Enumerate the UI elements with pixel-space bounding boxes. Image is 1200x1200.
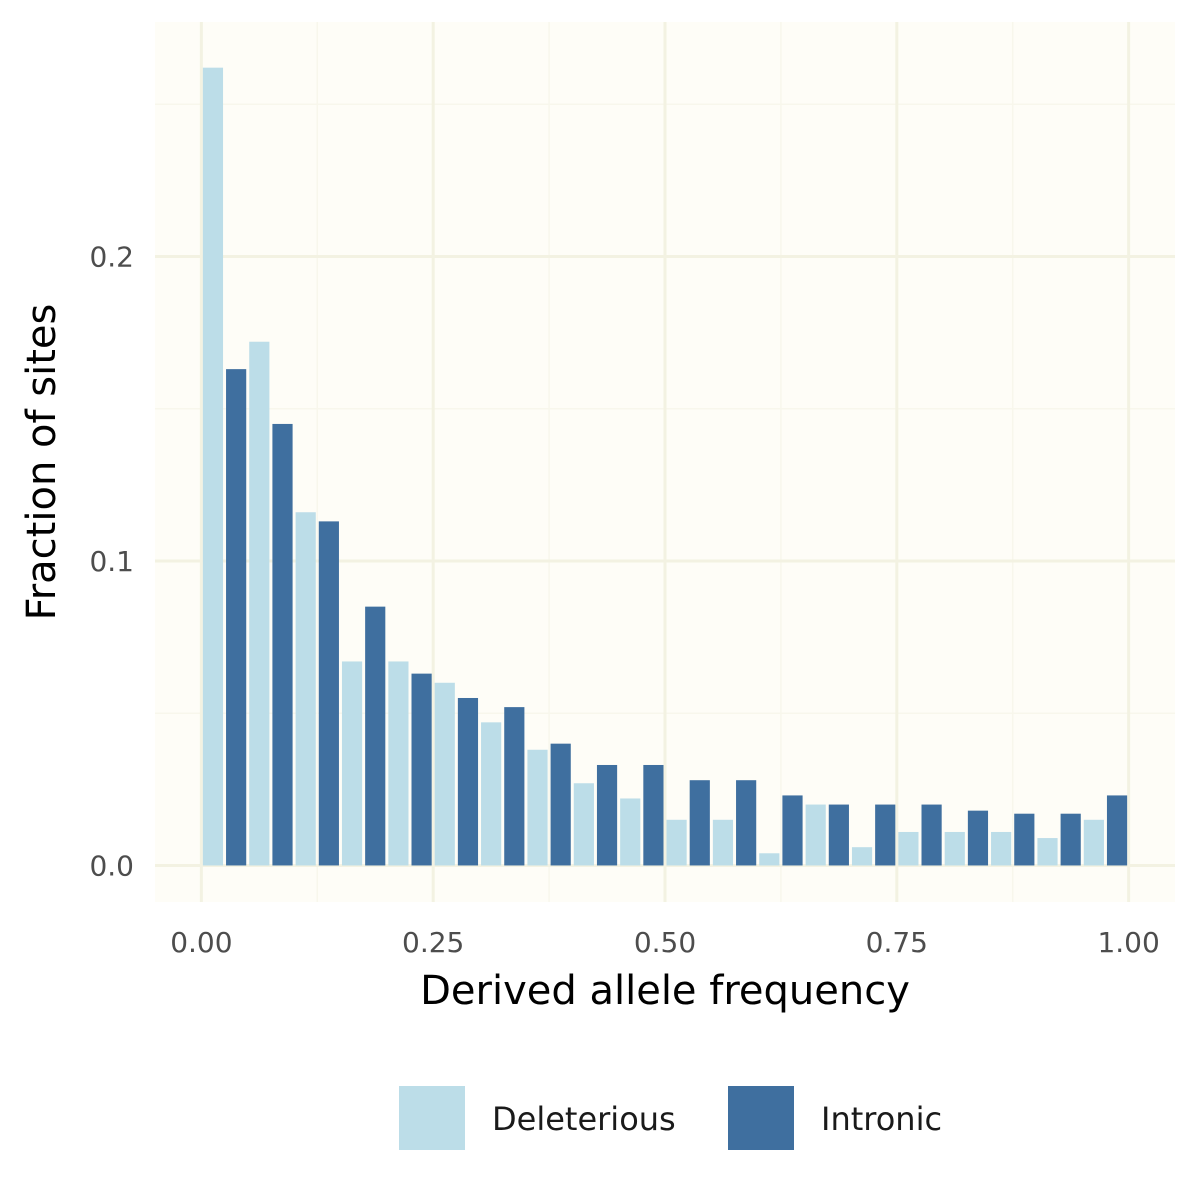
bar-deleterious-11: [712, 819, 734, 866]
bar-intronic-2: [318, 521, 339, 866]
bar-deleterious-9: [620, 798, 641, 866]
bar-deleterious-7: [527, 749, 548, 866]
legend-label-deleterious: Deleterious: [492, 1100, 676, 1138]
bar-deleterious-4: [388, 661, 409, 866]
bar-deleterious-1: [249, 341, 270, 866]
y-tick-label-2: 0.2: [89, 240, 134, 273]
legend-key-intronic: [726, 1084, 796, 1152]
bars: [202, 67, 1128, 866]
bar-intronic-18: [1060, 813, 1081, 866]
bar-deleterious-0: [202, 67, 224, 866]
bar-deleterious-15: [898, 831, 919, 866]
x-tick-label-4: 1.00: [1097, 926, 1159, 959]
bar-deleterious-12: [759, 853, 780, 866]
bar-deleterious-16: [944, 831, 965, 866]
bar-intronic-15: [921, 804, 942, 866]
y-tick-label-0: 0.0: [89, 849, 134, 882]
y-tick-label-1: 0.1: [89, 545, 134, 578]
bar-deleterious-17: [991, 831, 1012, 866]
bar-intronic-7: [550, 743, 571, 866]
bar-intronic-17: [1014, 813, 1035, 866]
x-tick-label-2: 0.50: [634, 926, 696, 959]
bar-intronic-0: [226, 369, 247, 866]
x-tick-label-3: 0.75: [866, 926, 928, 959]
bar-deleterious-19: [1083, 819, 1104, 866]
legend-key-deleterious: [397, 1084, 467, 1152]
y-tick-labels: 0.0 0.1 0.2: [89, 240, 134, 882]
y-axis-title: Fraction of sites: [19, 304, 65, 621]
bar-deleterious-6: [481, 722, 502, 866]
bar-deleterious-10: [666, 819, 687, 866]
bar-deleterious-5: [434, 682, 455, 866]
bar-deleterious-3: [341, 661, 363, 866]
bar-deleterious-2: [295, 512, 316, 866]
bar-intronic-3: [365, 606, 386, 866]
bar-intronic-6: [504, 707, 525, 866]
bar-deleterious-13: [805, 804, 826, 866]
bar-intronic-19: [1106, 795, 1128, 866]
bar-intronic-9: [643, 764, 664, 866]
legend: Deleterious Intronic: [397, 1084, 942, 1152]
bar-deleterious-18: [1037, 838, 1058, 866]
bar-intronic-12: [782, 795, 803, 866]
bar-intronic-4: [411, 673, 432, 866]
x-tick-label-0: 0.00: [170, 926, 232, 959]
bar-intronic-11: [736, 780, 757, 866]
major-gridlines: [155, 22, 1175, 902]
bar-intronic-8: [596, 764, 618, 866]
bar-deleterious-8: [573, 783, 594, 866]
x-tick-labels: 0.00 0.25 0.50 0.75 1.00: [170, 926, 1160, 959]
bar-intronic-14: [875, 804, 896, 866]
bar-intronic-1: [272, 423, 293, 866]
bar-intronic-16: [967, 810, 989, 866]
bar-intronic-5: [457, 697, 479, 866]
legend-label-intronic: Intronic: [821, 1100, 942, 1138]
bar-intronic-10: [689, 780, 710, 866]
x-axis-title: Derived allele frequency: [420, 968, 910, 1014]
bar-intronic-13: [828, 804, 849, 866]
x-tick-label-1: 0.25: [402, 926, 464, 959]
bar-deleterious-14: [851, 847, 873, 866]
